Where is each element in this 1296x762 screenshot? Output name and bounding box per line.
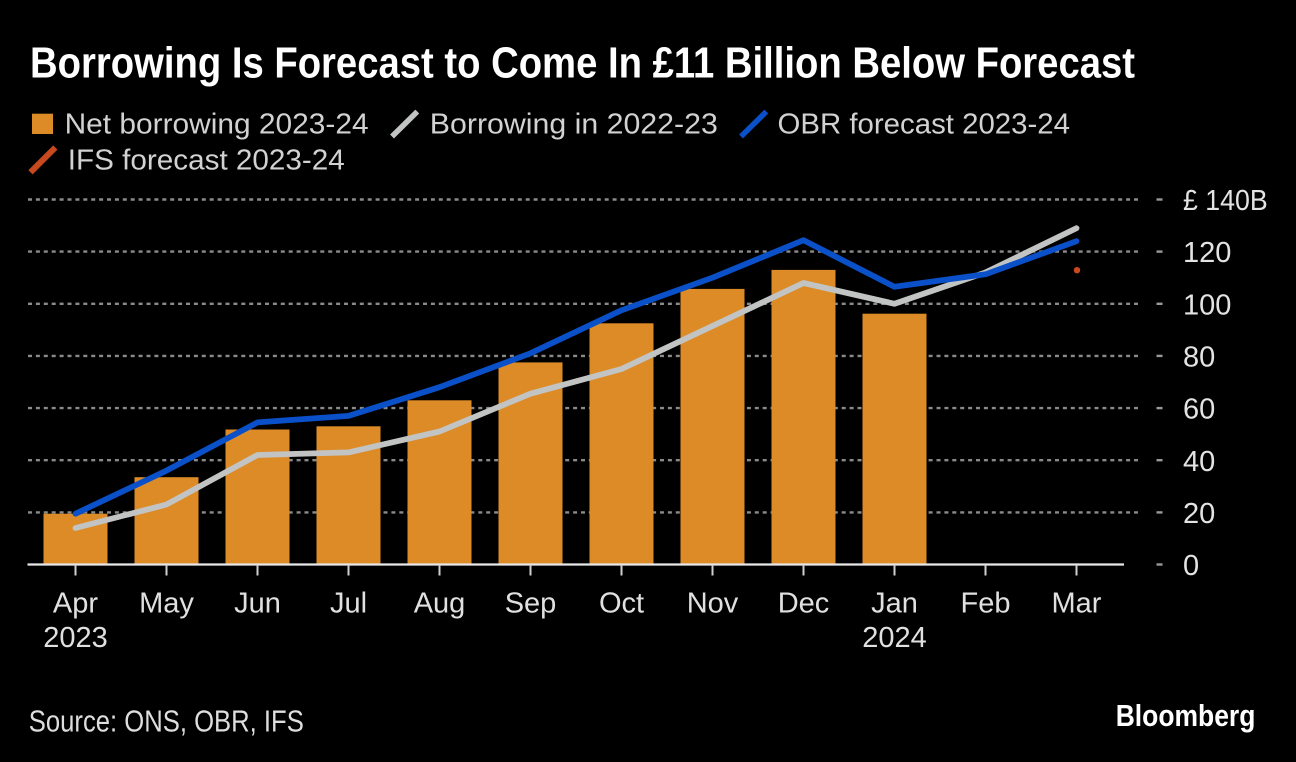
svg-text:Oct: Oct — [599, 588, 644, 620]
svg-text:Nov: Nov — [687, 588, 739, 620]
svg-text:60: 60 — [1183, 394, 1215, 426]
svg-text:Apr: Apr — [53, 588, 98, 620]
svg-text:Bloomberg: Bloomberg — [1116, 698, 1256, 733]
svg-text:Borrowing Is Forecast to Come: Borrowing Is Forecast to Come In £11 Bil… — [30, 38, 1135, 87]
svg-text:Borrowing in 2022-23: Borrowing in 2022-23 — [430, 108, 718, 140]
svg-text:Source: ONS, OBR, IFS: Source: ONS, OBR, IFS — [29, 703, 304, 738]
svg-text:Feb: Feb — [961, 588, 1011, 620]
svg-text:120: 120 — [1183, 237, 1231, 269]
svg-text:Jan: Jan — [871, 588, 918, 620]
svg-text:100: 100 — [1183, 289, 1231, 321]
svg-text:IFS forecast 2023-24: IFS forecast 2023-24 — [68, 144, 345, 176]
svg-text:Sep: Sep — [505, 588, 557, 620]
svg-text:Mar: Mar — [1052, 588, 1102, 620]
svg-text:0: 0 — [1183, 550, 1199, 582]
svg-text:£ 140B: £ 140B — [1183, 185, 1268, 217]
svg-text:Jul: Jul — [330, 588, 367, 620]
svg-text:20: 20 — [1183, 498, 1215, 530]
svg-text:May: May — [139, 588, 194, 620]
svg-text:2023: 2023 — [43, 622, 108, 654]
svg-text:Net borrowing 2023-24: Net borrowing 2023-24 — [65, 108, 369, 140]
svg-text:Dec: Dec — [778, 588, 830, 620]
svg-text:Jun: Jun — [234, 588, 281, 620]
svg-text:40: 40 — [1183, 446, 1215, 478]
svg-text:OBR forecast 2023-24: OBR forecast 2023-24 — [778, 108, 1071, 140]
svg-text:Aug: Aug — [414, 588, 466, 620]
svg-text:80: 80 — [1183, 342, 1215, 374]
svg-text:2024: 2024 — [862, 622, 927, 654]
